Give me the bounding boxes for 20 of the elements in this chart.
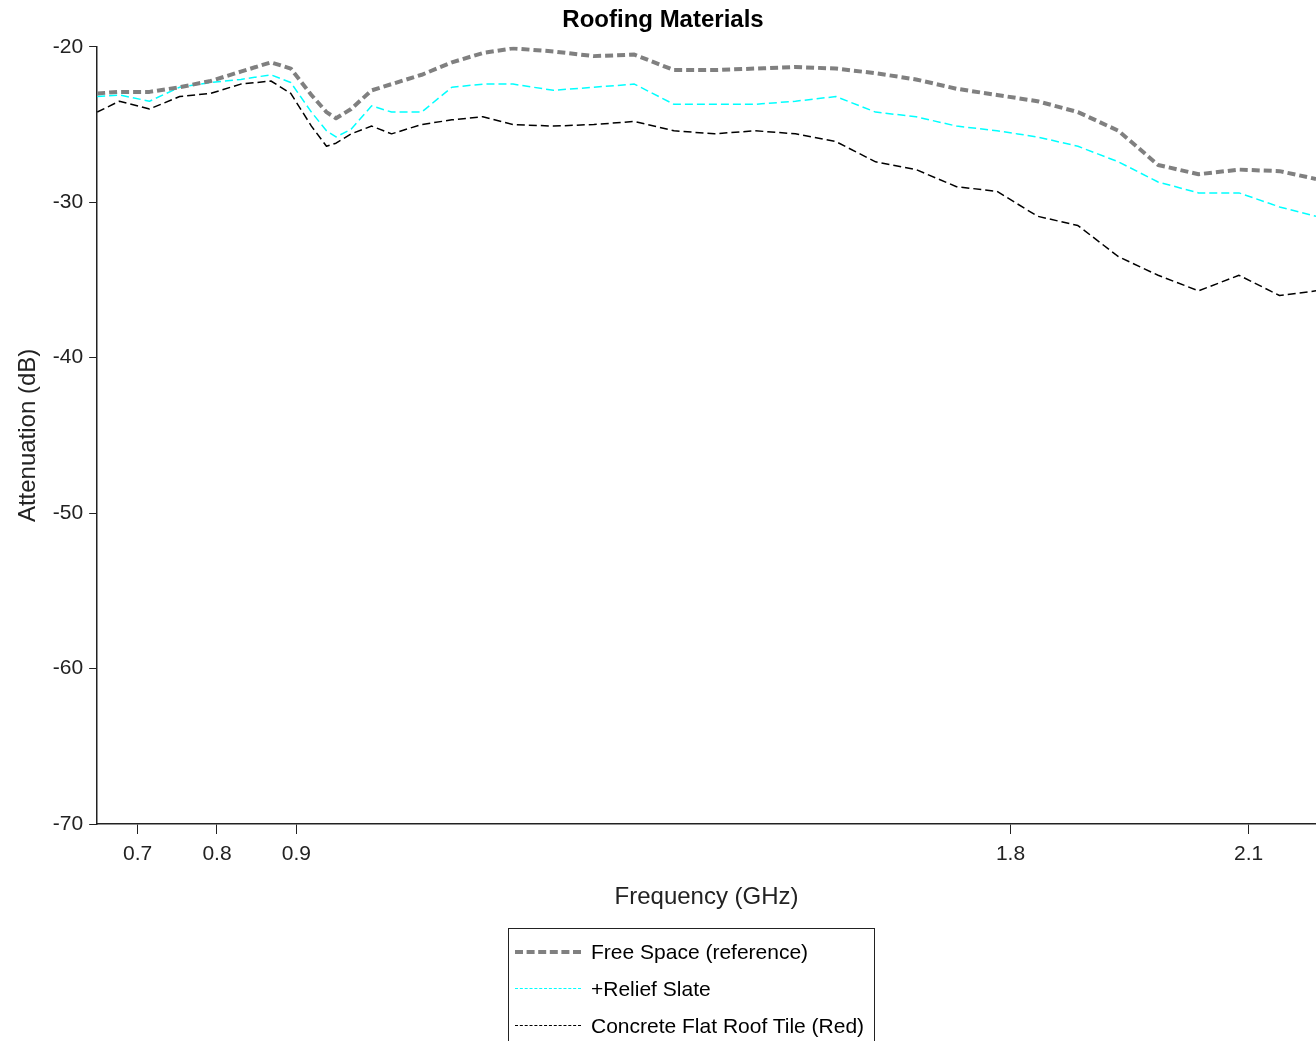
x-tick-label: 0.8 [202,841,232,865]
y-tick-label: -30 [52,189,84,213]
chart-title: Roofing Materials [562,5,764,33]
line-series [97,80,1316,297]
x-tick-label: 1.8 [995,841,1026,865]
legend-label: Free Space (reference) [591,939,809,964]
x-axis-title: Frequency (GHz) [614,882,799,910]
y-tick-label: -50 [52,499,84,523]
x-tick-label: 2.1 [1233,841,1264,865]
y-tick-label: -60 [52,655,84,679]
x-tick-label: 0.7 [123,841,153,865]
y-tick-label: -40 [52,344,84,368]
legend-label: Concrete Flat Roof Tile (Red) [591,1013,865,1038]
x-tick-label: 0.9 [281,841,311,865]
legend-label: +Relief Slate [591,976,711,1001]
y-tick-label: -20 [52,33,84,57]
line-series [97,46,1316,181]
y-tick-label: -70 [52,810,84,834]
line-series [97,74,1316,217]
y-axis-title: Attenuation (dB) [13,348,41,523]
